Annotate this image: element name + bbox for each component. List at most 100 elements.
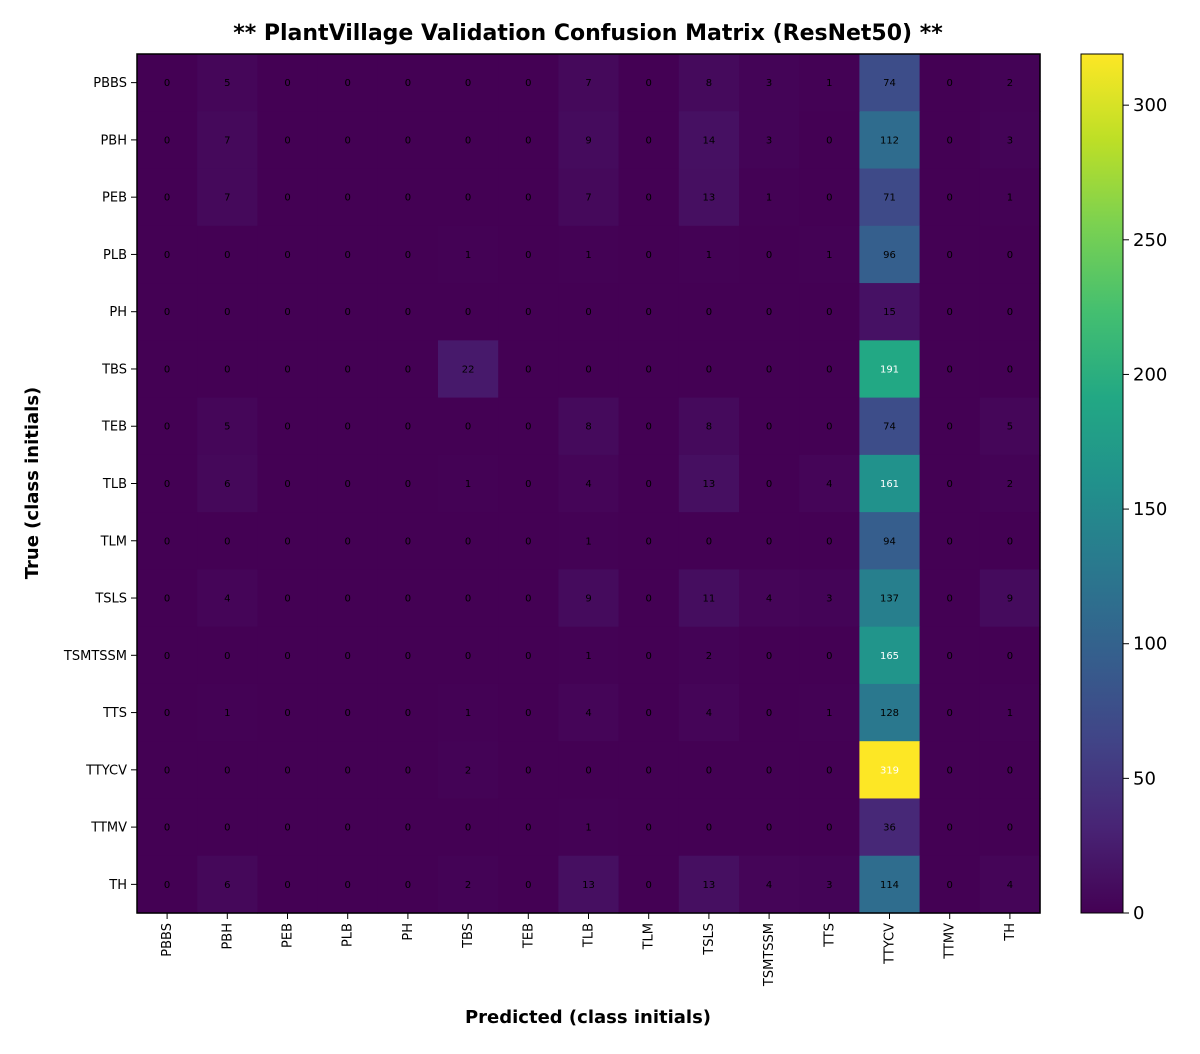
cell-value-label: 0 xyxy=(646,250,652,261)
cell-value-label: 0 xyxy=(585,765,591,776)
y-tick-label: PLB xyxy=(103,248,127,263)
y-tick-label: TSLS xyxy=(94,592,127,607)
cell-value-label: 1 xyxy=(224,708,230,719)
heatmap-cell xyxy=(257,741,319,800)
cell-value-label: 3 xyxy=(826,594,832,605)
cell-value-label: 0 xyxy=(224,536,230,547)
heatmap-cell xyxy=(739,798,800,857)
cell-value-label: 0 xyxy=(525,823,531,834)
heatmap-cell xyxy=(438,798,499,857)
heatmap-cell xyxy=(257,340,319,399)
cell-value-label: 0 xyxy=(585,307,591,318)
cell-value-label: 0 xyxy=(1007,536,1013,547)
cell-value-label: 114 xyxy=(880,880,899,891)
heatmap-cell xyxy=(257,569,319,628)
cell-value-label: 0 xyxy=(164,422,170,433)
heatmap-cell xyxy=(377,512,439,570)
heatmap-cell xyxy=(438,683,499,742)
heatmap-cell xyxy=(137,283,198,341)
heatmap-cell xyxy=(739,111,800,170)
cell-value-label: 6 xyxy=(224,479,230,490)
cell-value-label: 0 xyxy=(345,765,351,776)
chart-title: ** PlantVillage Validation Confusion Mat… xyxy=(233,21,943,46)
y-tick-label: TTS xyxy=(102,706,127,721)
heatmap-cell xyxy=(678,683,740,742)
heatmap-cell xyxy=(137,855,198,914)
cell-value-label: 0 xyxy=(947,708,953,719)
cell-value-label: 4 xyxy=(585,479,591,490)
heatmap-cell xyxy=(438,569,499,628)
heatmap-cell xyxy=(859,225,921,284)
heatmap-cell xyxy=(799,855,860,914)
y-tick-label: TTMV xyxy=(90,821,127,836)
cell-value-label: 0 xyxy=(646,422,652,433)
heatmap-cell xyxy=(799,283,860,341)
cell-value-label: 0 xyxy=(706,307,712,318)
heatmap-cell xyxy=(678,397,740,456)
x-tick-label: TBS xyxy=(461,923,476,949)
cell-value-label: 0 xyxy=(766,651,772,662)
heatmap-cell xyxy=(197,225,258,284)
heatmap-cell xyxy=(257,512,319,570)
heatmap-cell xyxy=(618,855,680,914)
cell-value-label: 0 xyxy=(826,364,832,375)
heatmap-cell xyxy=(317,626,379,685)
heatmap-cell xyxy=(678,54,740,112)
heatmap-cell xyxy=(919,741,981,800)
cell-value-label: 0 xyxy=(345,307,351,318)
heatmap-cell xyxy=(137,225,198,284)
cell-value-label: 0 xyxy=(345,479,351,490)
cell-value-label: 0 xyxy=(947,422,953,433)
cell-value-label: 96 xyxy=(883,250,896,261)
cell-value-label: 7 xyxy=(585,78,591,89)
heatmap-cell xyxy=(317,168,379,227)
heatmap-cell xyxy=(859,569,921,628)
cell-value-label: 0 xyxy=(766,823,772,834)
cell-value-label: 1 xyxy=(826,250,832,261)
colorbar-tick-label: 100 xyxy=(1133,634,1167,655)
heatmap-cell xyxy=(558,855,620,914)
cell-value-label: 0 xyxy=(164,880,170,891)
x-axis-label: Predicted (class initials) xyxy=(465,1007,711,1028)
heatmap-cell xyxy=(498,111,559,170)
cell-value-label: 0 xyxy=(646,364,652,375)
cell-value-label: 0 xyxy=(706,364,712,375)
cell-value-label: 0 xyxy=(224,250,230,261)
heatmap-cell xyxy=(678,741,740,800)
cell-value-label: 4 xyxy=(766,880,772,891)
heatmap-cell xyxy=(799,225,860,284)
cell-value-label: 7 xyxy=(224,135,230,146)
cell-value-label: 0 xyxy=(646,536,652,547)
cell-value-label: 15 xyxy=(883,307,896,318)
cell-value-label: 0 xyxy=(826,823,832,834)
heatmap-cell xyxy=(919,798,981,857)
cell-value-label: 0 xyxy=(284,135,290,146)
cell-value-label: 0 xyxy=(345,364,351,375)
heatmap-cell xyxy=(558,569,620,628)
heatmap-cell xyxy=(739,626,800,685)
heatmap-cell xyxy=(438,111,499,170)
heatmap-cell xyxy=(377,397,439,456)
heatmap-cell xyxy=(377,741,439,800)
cell-value-label: 0 xyxy=(284,193,290,204)
heatmap-cell xyxy=(859,340,921,399)
heatmap-cell xyxy=(618,397,680,456)
heatmap-cell xyxy=(618,54,680,112)
cell-value-label: 0 xyxy=(826,193,832,204)
y-tick-label: TLB xyxy=(102,477,127,492)
x-tick-label: TTS xyxy=(822,923,837,948)
cell-value-label: 0 xyxy=(706,823,712,834)
heatmap-cell xyxy=(979,283,1041,341)
cell-value-label: 0 xyxy=(646,880,652,891)
heatmap-cell xyxy=(197,111,258,170)
cell-value-label: 0 xyxy=(947,880,953,891)
heatmap-cell xyxy=(317,569,379,628)
x-tick-label: TH xyxy=(1003,923,1018,942)
heatmap-cell xyxy=(257,626,319,685)
heatmap-cell xyxy=(498,283,559,341)
cell-value-label: 1 xyxy=(826,708,832,719)
heatmap-cell xyxy=(678,340,740,399)
cell-value-label: 0 xyxy=(284,250,290,261)
x-tick-label: PBBS xyxy=(160,923,175,957)
